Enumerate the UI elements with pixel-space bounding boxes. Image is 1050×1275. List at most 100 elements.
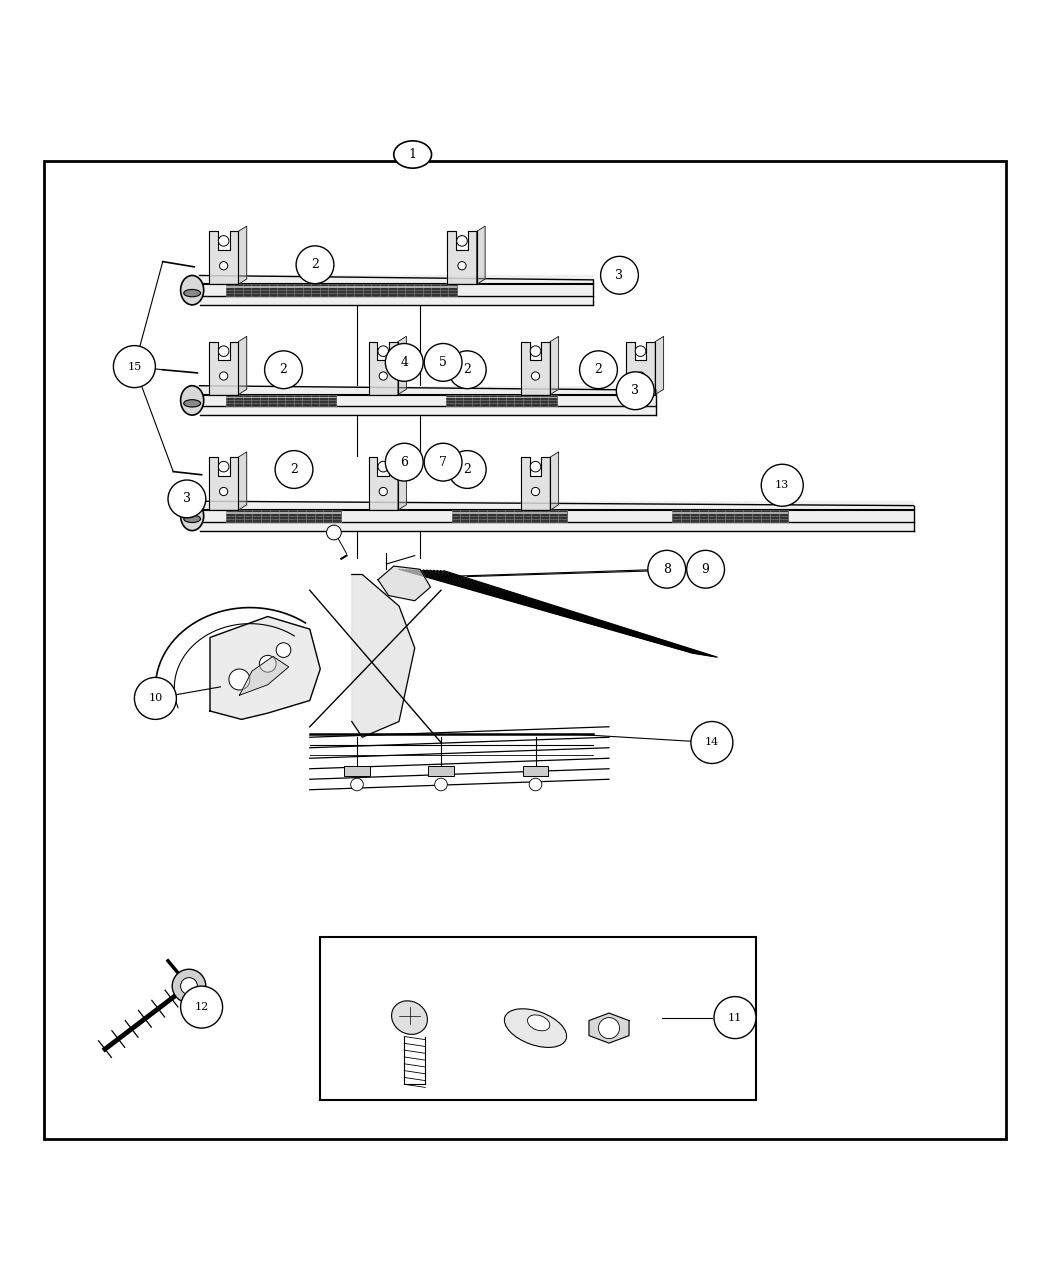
Circle shape <box>168 479 206 518</box>
Bar <box>446 397 556 398</box>
Polygon shape <box>626 342 655 394</box>
Circle shape <box>351 778 363 790</box>
Circle shape <box>761 464 803 506</box>
Polygon shape <box>378 566 430 601</box>
Text: 2: 2 <box>463 463 471 476</box>
Circle shape <box>113 346 155 388</box>
Circle shape <box>259 655 276 672</box>
Bar <box>320 937 756 1099</box>
Circle shape <box>218 462 229 472</box>
Bar <box>226 397 336 398</box>
Circle shape <box>219 487 228 496</box>
Bar <box>226 287 457 288</box>
Circle shape <box>219 261 228 270</box>
Polygon shape <box>398 337 406 394</box>
Text: 7: 7 <box>439 455 447 469</box>
Bar <box>200 386 656 416</box>
Polygon shape <box>369 342 398 394</box>
Circle shape <box>598 1017 620 1039</box>
Bar <box>200 275 593 305</box>
Circle shape <box>635 346 646 357</box>
Circle shape <box>385 444 423 481</box>
Circle shape <box>691 722 733 764</box>
Circle shape <box>327 525 341 539</box>
Circle shape <box>580 351 617 389</box>
Circle shape <box>457 236 467 246</box>
Circle shape <box>378 346 388 357</box>
Circle shape <box>218 236 229 246</box>
Polygon shape <box>209 231 238 284</box>
Circle shape <box>601 256 638 295</box>
Bar <box>226 394 336 407</box>
Circle shape <box>181 986 223 1028</box>
Ellipse shape <box>394 140 432 168</box>
Circle shape <box>134 677 176 719</box>
Bar <box>226 510 341 521</box>
Ellipse shape <box>181 501 204 530</box>
Circle shape <box>275 450 313 488</box>
Ellipse shape <box>181 386 204 416</box>
Bar <box>452 510 567 521</box>
Ellipse shape <box>181 275 204 305</box>
Circle shape <box>530 462 541 472</box>
Polygon shape <box>447 231 477 284</box>
Bar <box>523 765 548 776</box>
Ellipse shape <box>392 1001 427 1034</box>
Circle shape <box>218 346 229 357</box>
Text: 1: 1 <box>408 148 417 161</box>
Polygon shape <box>589 1014 629 1043</box>
Polygon shape <box>239 657 289 695</box>
Circle shape <box>424 444 462 481</box>
Circle shape <box>181 978 197 995</box>
Circle shape <box>379 487 387 496</box>
Text: 9: 9 <box>701 562 710 576</box>
Circle shape <box>435 778 447 790</box>
Text: 13: 13 <box>775 481 790 491</box>
Text: 3: 3 <box>183 492 191 505</box>
Circle shape <box>648 551 686 588</box>
Bar <box>672 510 788 521</box>
Circle shape <box>172 969 206 1003</box>
Circle shape <box>424 343 462 381</box>
Bar <box>226 513 341 514</box>
Circle shape <box>687 551 724 588</box>
Text: 3: 3 <box>631 384 639 398</box>
Text: 10: 10 <box>148 694 163 704</box>
Text: 3: 3 <box>615 269 624 282</box>
Text: 8: 8 <box>663 562 671 576</box>
Circle shape <box>229 669 250 690</box>
Polygon shape <box>369 458 398 510</box>
Polygon shape <box>238 451 247 510</box>
Circle shape <box>636 372 645 380</box>
Circle shape <box>531 487 540 496</box>
Circle shape <box>296 246 334 283</box>
Text: 2: 2 <box>290 463 298 476</box>
Ellipse shape <box>184 515 201 523</box>
Circle shape <box>714 997 756 1039</box>
Circle shape <box>265 351 302 389</box>
Polygon shape <box>550 451 559 510</box>
Text: 2: 2 <box>594 363 603 376</box>
Ellipse shape <box>184 289 201 297</box>
Text: 2: 2 <box>311 259 319 272</box>
Text: 11: 11 <box>728 1012 742 1023</box>
Circle shape <box>219 372 228 380</box>
Text: 2: 2 <box>463 363 471 376</box>
Text: 15: 15 <box>127 362 142 371</box>
Polygon shape <box>655 337 664 394</box>
Circle shape <box>276 643 291 658</box>
Polygon shape <box>550 337 559 394</box>
Polygon shape <box>209 342 238 394</box>
Text: 2: 2 <box>279 363 288 376</box>
Circle shape <box>448 351 486 389</box>
Polygon shape <box>238 337 247 394</box>
Polygon shape <box>209 458 238 510</box>
Text: 14: 14 <box>705 737 719 747</box>
Circle shape <box>529 778 542 790</box>
Polygon shape <box>238 226 247 284</box>
Bar <box>344 765 370 776</box>
Polygon shape <box>521 342 550 394</box>
Ellipse shape <box>527 1015 550 1030</box>
Circle shape <box>616 372 654 409</box>
Bar <box>672 513 788 514</box>
